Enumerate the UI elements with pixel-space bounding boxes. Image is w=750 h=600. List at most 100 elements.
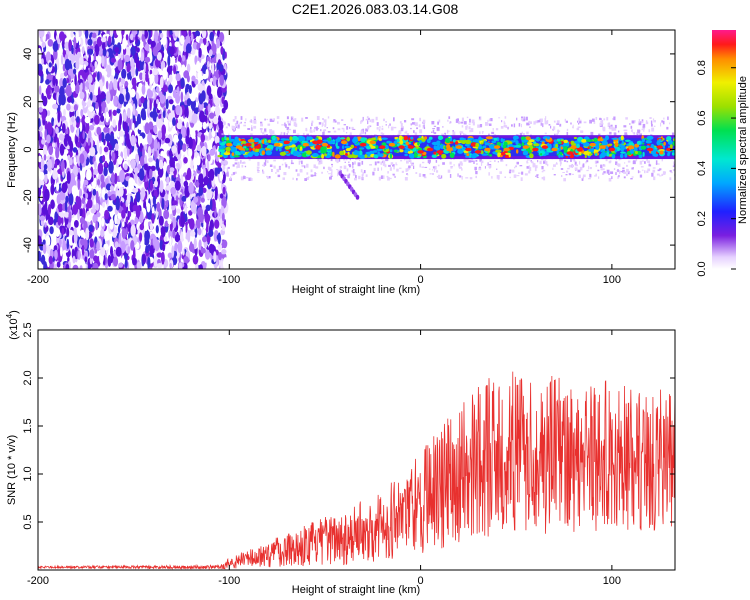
band-halo-speck	[385, 121, 387, 123]
band-halo-speck	[354, 177, 357, 181]
noise-speck	[149, 179, 154, 191]
band-halo-speck	[582, 163, 585, 168]
noise-speck	[72, 264, 79, 269]
band-halo-speck	[596, 160, 599, 164]
noise-speck	[59, 31, 65, 41]
band-halo-speck	[437, 121, 439, 125]
noise-speck	[214, 167, 218, 177]
noise-speck	[119, 85, 123, 94]
band-halo-speck	[608, 122, 611, 127]
band-halo-speck	[273, 165, 276, 169]
noise-speck	[200, 133, 206, 143]
band-blob	[449, 152, 455, 158]
band-peak	[379, 145, 386, 149]
band-halo-speck	[377, 167, 379, 171]
noise-speck	[80, 109, 84, 117]
noise-speck	[134, 216, 139, 225]
band-halo-speck	[659, 175, 662, 177]
band-halo-speck	[626, 168, 629, 173]
band-halo-speck	[594, 175, 597, 177]
band-halo-speck	[400, 127, 404, 132]
band-halo-speck	[623, 171, 627, 174]
noise-speck	[159, 32, 164, 39]
band-blob	[217, 154, 223, 158]
band-halo-speck	[489, 160, 492, 162]
band-halo-speck	[552, 167, 554, 170]
band-halo-speck	[222, 168, 225, 172]
band-halo-speck	[613, 132, 616, 136]
band-halo-speck	[509, 169, 512, 172]
noise-speck	[149, 244, 154, 257]
band-halo-speck	[489, 123, 492, 126]
noise-speck	[79, 69, 85, 76]
noise-speck	[205, 221, 209, 233]
band-peak	[245, 142, 252, 147]
noise-speck	[184, 109, 187, 118]
band-halo-speck	[480, 160, 484, 164]
noise-speck	[130, 65, 135, 78]
band-halo-speck	[288, 166, 290, 169]
band-halo-speck	[245, 118, 247, 121]
noise-speck	[71, 185, 78, 194]
band-blob	[573, 136, 578, 140]
band-halo-speck	[377, 161, 380, 164]
noise-speck	[92, 168, 99, 175]
noise-speck	[113, 226, 118, 237]
noise-speck	[57, 203, 63, 213]
noise-speck	[98, 49, 102, 57]
band-halo-speck	[301, 117, 304, 122]
band-halo-speck	[367, 126, 370, 130]
band-blob	[658, 138, 662, 142]
band-blob	[529, 153, 534, 159]
band-halo-speck	[611, 127, 614, 131]
band-halo-speck	[352, 165, 354, 169]
noise-speck	[93, 255, 98, 262]
band-halo-speck	[651, 172, 654, 177]
band-peak	[388, 142, 396, 147]
noise-speck	[43, 154, 47, 161]
band-blob	[500, 138, 504, 143]
band-blob	[605, 146, 609, 150]
band-blob	[560, 146, 563, 150]
band-blob	[593, 137, 598, 142]
band-blob	[235, 141, 243, 144]
noise-speck	[169, 167, 175, 173]
band-halo-speck	[446, 129, 449, 134]
band-halo-speck	[314, 172, 316, 176]
noise-speck	[52, 41, 59, 52]
band-blob	[332, 151, 335, 157]
band-peak	[417, 150, 424, 154]
noise-speck	[110, 194, 116, 201]
noise-speck	[85, 192, 89, 199]
band-halo-speck	[516, 161, 519, 165]
band-halo-speck	[496, 168, 498, 170]
noise-speck	[107, 190, 112, 197]
band-halo-speck	[669, 177, 672, 181]
band-halo-speck	[436, 127, 440, 131]
band-halo-speck	[371, 118, 375, 123]
band-blob	[630, 149, 634, 154]
noise-speck	[149, 111, 155, 118]
noise-speck	[125, 227, 128, 236]
band-blob	[223, 152, 231, 156]
noise-speck	[110, 75, 114, 82]
noise-speck	[38, 179, 45, 186]
band-halo-speck	[306, 129, 308, 132]
noise-speck	[113, 95, 118, 107]
band-halo-speck	[415, 172, 418, 174]
noise-speck	[47, 122, 53, 135]
y-tick-label: 40	[22, 48, 34, 60]
noise-speck	[177, 142, 181, 155]
noise-speck	[66, 103, 71, 111]
noise-speck	[87, 38, 93, 46]
band-blob	[478, 136, 482, 140]
y-tick-label: -20	[22, 189, 34, 205]
noise-speck	[198, 213, 205, 223]
noise-speck	[172, 216, 177, 229]
noise-speck	[139, 223, 145, 231]
noise-speck	[60, 53, 64, 66]
band-peak	[312, 140, 319, 145]
band-halo-speck	[577, 169, 581, 173]
band-halo-speck	[511, 169, 515, 173]
